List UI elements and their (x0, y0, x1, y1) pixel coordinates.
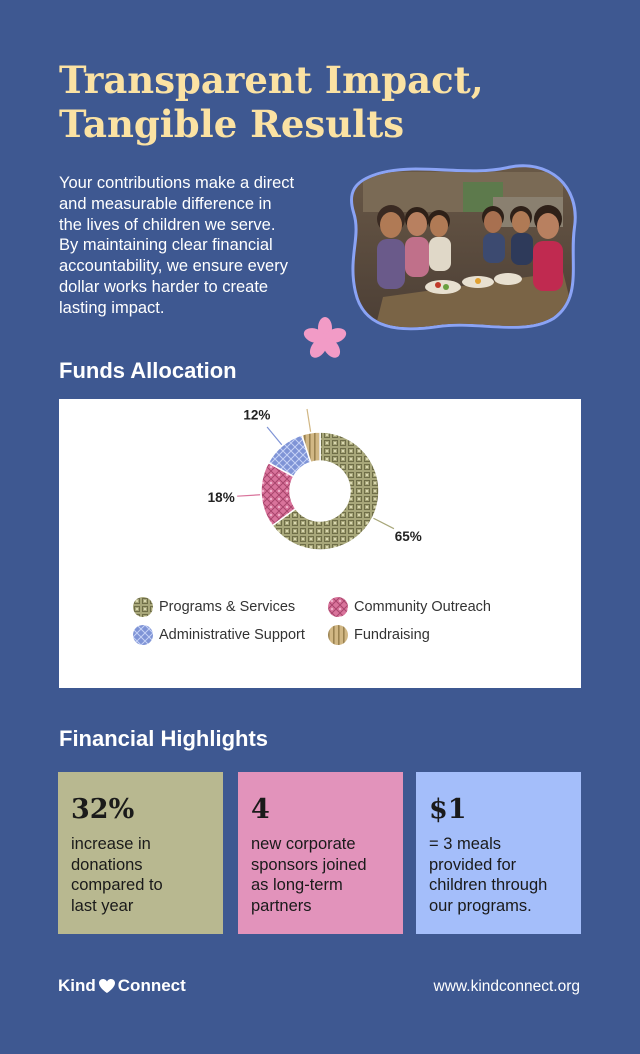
highlight-value: 32% (71, 794, 135, 825)
intro-paragraph: Your contributions make a direct and mea… (59, 173, 334, 319)
legend-label: Community Outreach (354, 599, 491, 615)
legend-label: Programs & Services (159, 599, 296, 615)
fundraising-swatch-icon (328, 625, 348, 645)
programs-services-swatch-icon (133, 597, 153, 617)
highlight-line: our programs. (429, 896, 532, 915)
highlight-description: increase in donations compared to last y… (71, 834, 221, 916)
funds-allocation-donut-chart: 65% 18% 12% 5% (208, 386, 422, 551)
highlight-card-sponsors: 4 new corporate sponsors joined as long-… (238, 772, 403, 934)
brand-logo: Kind Connect (58, 976, 186, 996)
donut-slice-programs-services (271, 431, 380, 551)
intro-line: and measurable difference in (59, 194, 272, 213)
highlight-line: partners (251, 896, 312, 915)
highlight-value: 4 (251, 794, 270, 825)
highlight-line: increase in (71, 835, 151, 853)
intro-line: Your contributions make a direct (59, 174, 295, 192)
leader-line-programs-services (373, 517, 395, 530)
highlight-line: compared to (71, 876, 163, 894)
leader-line-fundraising (306, 408, 312, 432)
highlight-card-donations: 32% increase in donations compared to la… (58, 772, 223, 934)
highlight-card-meals: $1 = 3 meals provided for children throu… (416, 772, 581, 934)
highlight-line: children through (429, 876, 548, 894)
highlight-description: = 3 meals provided for children through … (429, 834, 579, 916)
data-label-administrative-support: 12% (243, 408, 270, 423)
data-label-community-outreach: 18% (208, 490, 235, 505)
intro-line: lasting impact. (59, 298, 165, 317)
flower-decoration-icon (303, 317, 347, 358)
data-label-fundraising: 5% (295, 399, 315, 401)
highlight-line: = 3 meals (429, 835, 501, 853)
legend-item-programs-services: Programs & Services (133, 597, 295, 617)
donut-slice-fundraising (300, 431, 321, 464)
legend-label: Administrative Support (159, 627, 305, 643)
leader-line-administrative-support (266, 426, 283, 446)
legend-item-fundraising: Fundraising (328, 625, 430, 645)
page-title: Transparent Impact, Tangible Results (59, 58, 599, 146)
highlight-line: sponsors joined (251, 855, 367, 874)
highlight-line: as long-term (251, 876, 343, 894)
highlight-line: donations (71, 855, 143, 874)
title-line-2: Tangible Results (59, 102, 405, 146)
highlight-description: new corporate sponsors joined as long-te… (251, 834, 401, 916)
intro-line: By maintaining clear financial (59, 236, 273, 255)
website-link[interactable]: www.kindconnect.org (433, 978, 580, 995)
title-line-1: Transparent Impact, (59, 58, 484, 102)
community-outreach-swatch-icon (328, 597, 348, 617)
heart-icon (98, 979, 115, 993)
intro-line: the lives of children we serve. (59, 215, 276, 234)
brand-name-right: Connect (117, 976, 186, 995)
brand-name-left: Kind (58, 976, 96, 995)
children-eating-photo-icon (350, 164, 577, 331)
legend-item-community-outreach: Community Outreach (328, 597, 491, 617)
financial-highlights-cards: 32% increase in donations compared to la… (58, 772, 581, 934)
intro-line: accountability, we ensure every (59, 257, 288, 276)
data-label-programs-services: 65% (395, 529, 422, 544)
highlight-line: new corporate (251, 835, 356, 853)
financial-highlights-heading: Financial Highlights (59, 726, 269, 751)
funds-allocation-chart-card: 65% 18% 12% 5% Programs & Services Communit… (59, 386, 581, 688)
highlight-value: $1 (429, 794, 467, 825)
intro-line: dollar works harder to create (59, 277, 269, 296)
highlight-line: provided for (429, 855, 517, 874)
leader-line-community-outreach (237, 494, 261, 497)
legend-label: Fundraising (354, 627, 430, 643)
highlight-line: last year (71, 896, 134, 915)
children-photo (343, 157, 583, 337)
funds-allocation-heading: Funds Allocation (59, 358, 237, 383)
administrative-support-swatch-icon (133, 625, 153, 645)
legend-item-administrative-support: Administrative Support (133, 625, 305, 645)
